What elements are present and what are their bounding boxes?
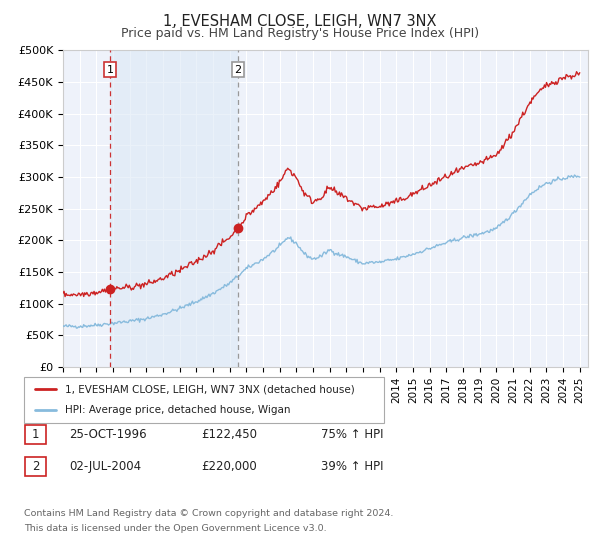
Text: £122,450: £122,450: [201, 428, 257, 441]
Text: HPI: Average price, detached house, Wigan: HPI: Average price, detached house, Wiga…: [65, 405, 291, 416]
Text: 2: 2: [32, 460, 39, 473]
Text: This data is licensed under the Open Government Licence v3.0.: This data is licensed under the Open Gov…: [24, 524, 326, 533]
Text: 39% ↑ HPI: 39% ↑ HPI: [321, 460, 383, 473]
Text: 1: 1: [107, 64, 113, 74]
Text: 2: 2: [235, 64, 242, 74]
Text: 1: 1: [32, 428, 39, 441]
Text: 1, EVESHAM CLOSE, LEIGH, WN7 3NX (detached house): 1, EVESHAM CLOSE, LEIGH, WN7 3NX (detach…: [65, 384, 355, 394]
Text: 02-JUL-2004: 02-JUL-2004: [69, 460, 141, 473]
Text: £220,000: £220,000: [201, 460, 257, 473]
Text: Price paid vs. HM Land Registry's House Price Index (HPI): Price paid vs. HM Land Registry's House …: [121, 27, 479, 40]
Text: 25-OCT-1996: 25-OCT-1996: [69, 428, 146, 441]
Text: 75% ↑ HPI: 75% ↑ HPI: [321, 428, 383, 441]
Bar: [110, 50, 238, 367]
Text: Contains HM Land Registry data © Crown copyright and database right 2024.: Contains HM Land Registry data © Crown c…: [24, 509, 394, 518]
Text: 1, EVESHAM CLOSE, LEIGH, WN7 3NX: 1, EVESHAM CLOSE, LEIGH, WN7 3NX: [163, 14, 437, 29]
